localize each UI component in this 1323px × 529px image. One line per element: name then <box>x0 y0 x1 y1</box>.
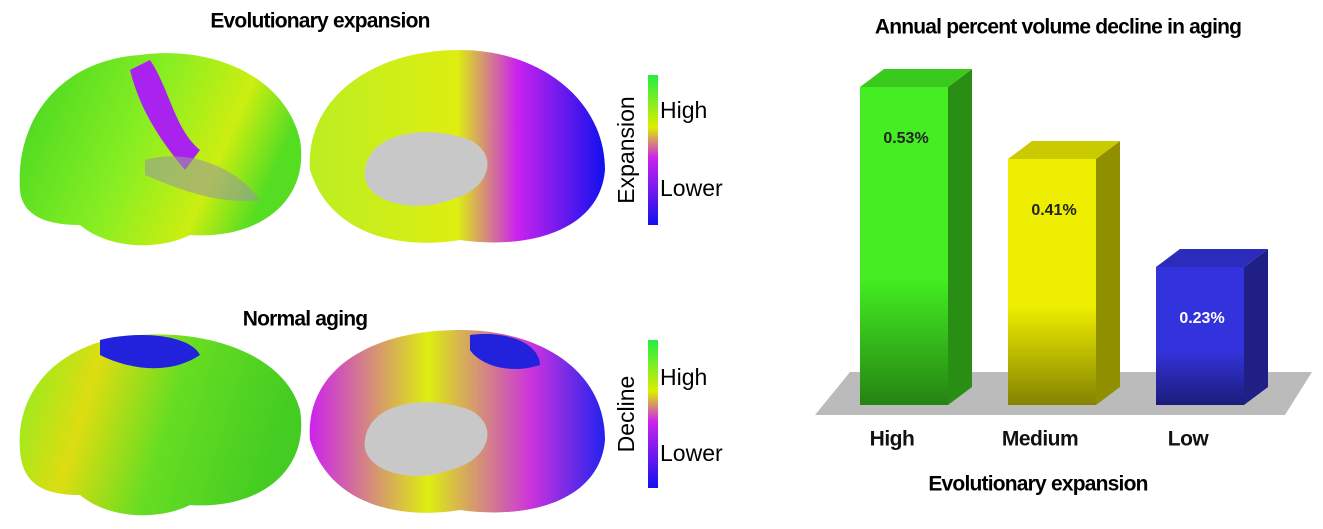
colorbar-label: Expansion <box>613 96 639 203</box>
colorbar-high: High <box>660 364 707 390</box>
panel-title: Normal aging <box>243 308 368 331</box>
x-tick-label: High <box>870 428 915 451</box>
colorbar <box>648 75 658 225</box>
bar-side <box>1244 249 1268 405</box>
x-axis-label: Evolutionary expansion <box>928 473 1147 496</box>
panel-title: Evolutionary expansion <box>210 10 429 33</box>
colorbar <box>648 340 658 488</box>
colorbar-low: Lower <box>660 175 723 201</box>
chart-title: Annual percent volume decline in aging <box>875 16 1241 39</box>
colorbar-high: High <box>660 97 707 123</box>
x-tick-label: Low <box>1168 428 1210 451</box>
bar <box>1156 267 1244 405</box>
x-tick-label: Medium <box>1002 428 1078 451</box>
colorbar-low: Lower <box>660 440 723 466</box>
value-label: 0.23% <box>1179 310 1224 327</box>
value-label: 0.41% <box>1031 202 1076 219</box>
value-label: 0.53% <box>883 130 928 147</box>
figure: Evolutionary expansion Expansion High Lo… <box>0 0 1323 529</box>
colorbar-label: Decline <box>613 376 639 453</box>
bar-side <box>948 69 972 405</box>
bar-side <box>1096 141 1120 405</box>
bar <box>1008 159 1096 405</box>
